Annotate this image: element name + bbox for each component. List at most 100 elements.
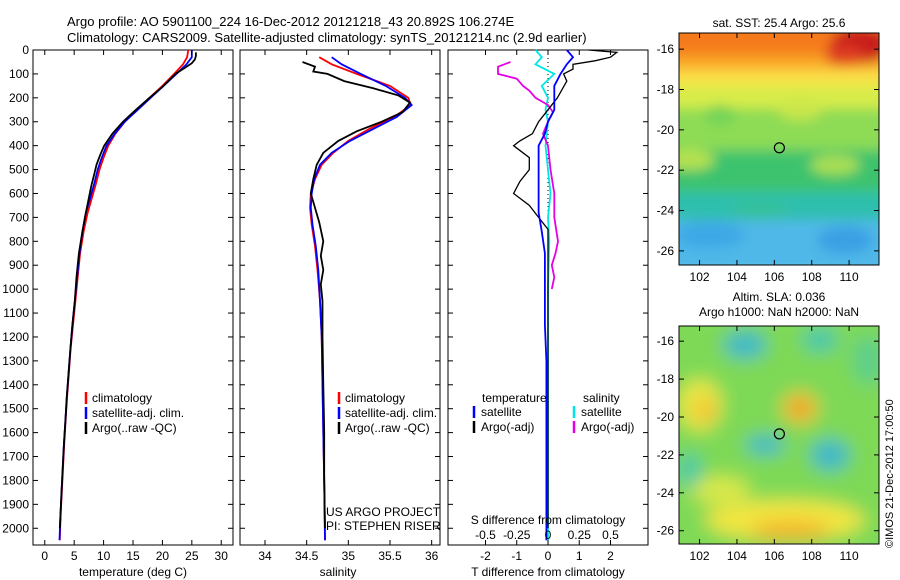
diff-t-tick-label: -2 [480, 549, 491, 563]
depth-tick-label: 200 [9, 91, 29, 105]
depth-tick-label: 900 [9, 258, 29, 272]
sst-field [679, 33, 879, 265]
diff-s-tick-label: 0 [545, 528, 552, 542]
temperature-legend: climatology satellite-adj. clim. Argo(..… [84, 391, 184, 435]
depth-tick-label: 1000 [2, 282, 29, 296]
sla-lat-label: -18 [657, 372, 675, 386]
legend-title-salinity: salinity [583, 391, 620, 405]
argo-location-marker [773, 142, 785, 154]
sst-lon-label: 108 [802, 270, 822, 284]
depth-tick-label: 2000 [2, 521, 29, 535]
legend-label-satellite: satellite-adj. clim. [92, 406, 184, 420]
sst-lat-label: -26 [657, 244, 675, 258]
legend-label-temp-argo: Argo(-adj) [481, 420, 534, 434]
legend-label-temp-satellite: satellite [481, 405, 522, 419]
temp-diff-satellite-line [537, 49, 575, 541]
depth-tick-label: 1400 [2, 378, 29, 392]
sst-lat-label: -18 [657, 82, 675, 96]
depth-tick-label: 1100 [3, 306, 29, 320]
sst-lat-label: -20 [657, 123, 675, 137]
sla-lat-label: -16 [657, 334, 675, 348]
temp-x-tick-label: 30 [215, 549, 229, 563]
sla-map: Altim. SLA: 0.036 Argo h1000: NaN h2000:… [657, 290, 880, 563]
salinity-legend: climatology satellite-adj. clim. Argo(..… [337, 391, 437, 435]
depth-tick-label: 300 [9, 115, 29, 129]
sst-lon-label: 110 [840, 270, 859, 284]
sla-lon-label: 102 [690, 549, 710, 563]
t-difference-axis-label: T difference from climatology [471, 565, 625, 579]
temperature-plot-frame [32, 49, 234, 546]
sla-lon-label: 110 [840, 549, 859, 563]
diff-t-tick-label: 0 [545, 549, 552, 563]
depth-tick-label: 1300 [2, 354, 29, 368]
sla-field [679, 326, 879, 544]
diff-t-tick-label: -1 [511, 549, 522, 563]
diff-s-tick-label: -0.25 [503, 528, 531, 542]
salinity-panel: 34 34.5 35 35.5 36 salinity climatology sate… [239, 49, 441, 579]
sal-diff-argo-line [497, 61, 559, 290]
sal-series-line-argo [302, 61, 412, 529]
depth-tick-label: 1600 [2, 426, 29, 440]
sla-lat-label: -20 [657, 410, 675, 424]
depth-tick-label: 1500 [2, 402, 29, 416]
depth-axis: 0 100 200 300 400 500 600 700 800 900 1000 1100 1200… [2, 43, 648, 535]
sst-lon-label: 106 [764, 270, 784, 284]
sst-map-frame [678, 32, 880, 266]
temp-x-tick-label: 0 [41, 549, 48, 563]
sal-x-tick-label: 34 [258, 549, 272, 563]
sla-lat-label: -24 [657, 486, 675, 500]
sal-x-tick-label: 34.5 [295, 549, 319, 563]
depth-tick-label: 1900 [2, 497, 29, 511]
sla-lon-label: 108 [802, 549, 822, 563]
argo-location-marker [773, 428, 785, 440]
sla-lon-label: 104 [727, 549, 747, 563]
difference-legend: temperature salinity satellite Argo(-adj… [472, 391, 634, 434]
s-difference-axis-label: S difference from climatology [471, 513, 626, 527]
depth-tick-label: 800 [9, 234, 29, 248]
sla-lat-label: -26 [657, 524, 675, 538]
depth-tick-label: 1800 [2, 473, 29, 487]
depth-tick-label: 400 [9, 139, 29, 153]
temp-x-tick-label: 25 [185, 549, 199, 563]
depth-tick-label: 100 [9, 67, 29, 81]
sal-x-tick-label: 35 [342, 549, 356, 563]
depth-tick-label: 600 [9, 186, 29, 200]
diff-t-tick-label: 2 [607, 549, 614, 563]
sal-x-tick-label: 36 [425, 549, 439, 563]
depth-tick-label: 700 [9, 210, 29, 224]
temp-series-line-argo [58, 52, 197, 529]
sst-map: sat. SST: 25.4 Argo: 25.6 [657, 16, 880, 284]
legend-label-satellite: satellite-adj. clim. [345, 406, 437, 420]
sal-x-tick-label: 35.5 [378, 549, 402, 563]
sla-lat-label: -22 [657, 448, 675, 462]
project-credit: US ARGO PROJECT [326, 505, 441, 519]
temp-x-tick-label: 20 [156, 549, 170, 563]
legend-label-argo: Argo(..raw -QC) [345, 421, 430, 435]
depth-tick-label: 1700 [2, 450, 29, 464]
legend-label-sal-argo: Argo(-adj) [581, 420, 634, 434]
sla-map-frame [678, 325, 880, 545]
legend-label-sal-satellite: satellite [581, 405, 622, 419]
sst-lon-label: 104 [727, 270, 747, 284]
salinity-axis-label: salinity [320, 565, 357, 579]
depth-tick-label: 1200 [2, 330, 29, 344]
temperature-panel: 0 5 10 15 20 25 30 temperature (deg C) climato… [32, 49, 234, 579]
temp-x-tick-label: 10 [97, 549, 111, 563]
depth-tick-label: 500 [9, 163, 29, 177]
temp-x-tick-label: 5 [71, 549, 78, 563]
difference-panel: -2 -1 0 1 2 -0.5 -0.25 0 0.25 0.5 S difference f… [447, 49, 649, 579]
legend-label-argo: Argo(..raw -QC) [92, 421, 177, 435]
sst-lat-label: -16 [657, 42, 675, 56]
sla-map-title-line1: Altim. SLA: 0.036 [733, 290, 826, 304]
legend-label-climatology: climatology [345, 391, 405, 405]
diff-s-tick-label: 0.25 [568, 528, 592, 542]
sst-lat-label: -22 [657, 163, 675, 177]
legend-label-climatology: climatology [92, 391, 152, 405]
diff-t-tick-label: 1 [576, 549, 583, 563]
sst-map-title: sat. SST: 25.4 Argo: 25.6 [713, 16, 846, 30]
depth-tick-label: 0 [22, 43, 29, 57]
sst-lat-label: -24 [657, 204, 675, 218]
sst-lon-label: 102 [690, 270, 710, 284]
salinity-plot-frame [239, 49, 441, 546]
